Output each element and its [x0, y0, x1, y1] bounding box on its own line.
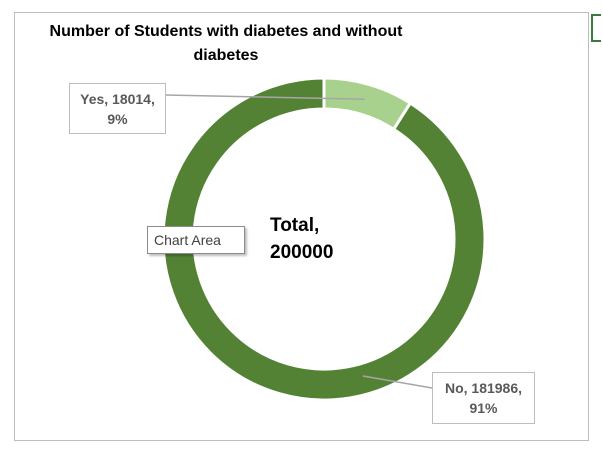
- data-label-no-text: No, 181986, 91%: [444, 380, 523, 416]
- donut-slice-no[interactable]: [161, 76, 487, 402]
- data-label-no[interactable]: No, 181986, 91%: [432, 372, 535, 424]
- center-total-label: Total, 200000: [270, 215, 334, 263]
- leader-line-no: [362, 375, 433, 389]
- chart-area-tooltip: Chart Area: [147, 226, 245, 254]
- chart-title: Number of Students with diabetes and wit…: [49, 23, 403, 64]
- leader-line-yes: [165, 94, 365, 101]
- selection-handle[interactable]: [591, 14, 601, 42]
- data-label-yes-text: Yes, 18014, 9%: [80, 91, 155, 127]
- data-label-yes[interactable]: Yes, 18014, 9%: [69, 83, 166, 134]
